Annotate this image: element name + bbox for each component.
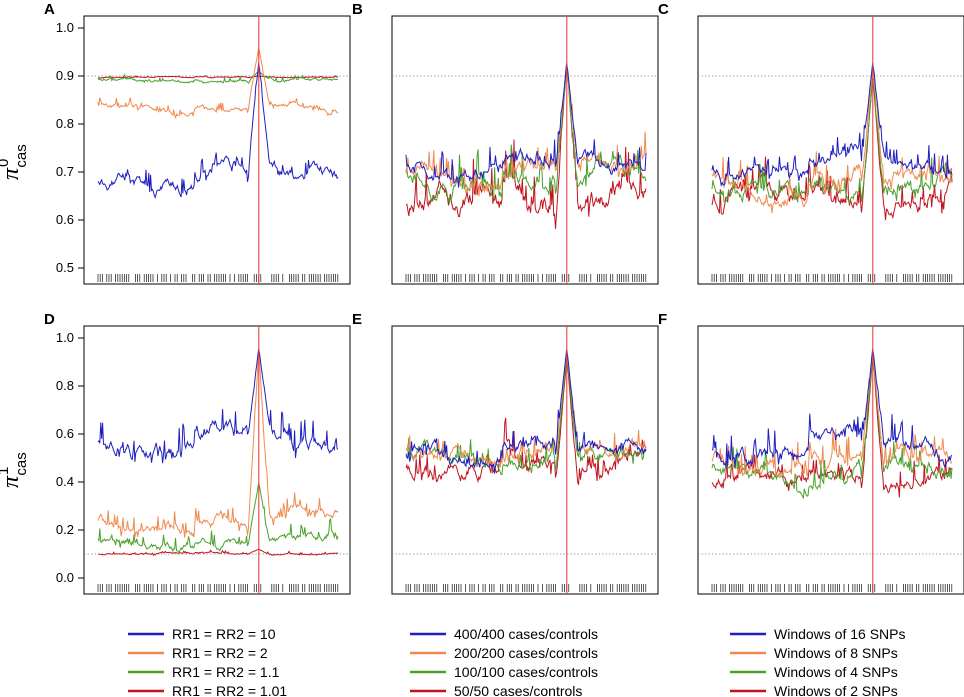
legend-label: 200/200 cases/controls	[454, 645, 598, 661]
series-line	[405, 359, 647, 485]
snp-rug	[405, 274, 647, 282]
legend-2: 400/400 cases/controls 200/200 cases/cont…	[410, 626, 598, 697]
legend-label: 50/50 cases/controls	[454, 683, 582, 697]
snp-rug	[711, 584, 953, 592]
panel-frame	[697, 325, 964, 595]
snp-rug	[711, 274, 953, 282]
legend-label: RR1 = RR2 = 2	[172, 645, 268, 661]
panel-frame	[83, 15, 351, 285]
panel-letter: D	[44, 311, 55, 328]
legend-1: RR1 = RR2 = 10 RR1 = RR2 = 2 RR1 = RR2 = 1…	[128, 626, 287, 697]
series-line	[97, 48, 339, 119]
legend-label: 400/400 cases/controls	[454, 626, 598, 642]
panel-frame	[391, 325, 659, 595]
y-tick-label: 1.0	[56, 20, 74, 35]
legend-label: RR1 = RR2 = 1.01	[172, 683, 287, 697]
y-tick-label: 0.0	[56, 570, 74, 585]
y-tick-label: 0.2	[56, 522, 74, 537]
series-line	[405, 351, 647, 468]
y-tick-label: 0.5	[56, 260, 74, 275]
series-line	[97, 352, 339, 538]
panel-frame	[391, 15, 659, 285]
series-line	[97, 63, 339, 199]
legend-label: RR1 = RR2 = 1.1	[172, 664, 280, 680]
series-line	[97, 348, 339, 464]
y-tick-label: 0.9	[56, 68, 74, 83]
panel-B: B	[352, 1, 659, 285]
panel-letter: A	[44, 1, 55, 18]
series-line	[711, 351, 953, 479]
panel-F: F	[658, 311, 964, 595]
legend-label: Windows of 4 SNPs	[774, 664, 898, 680]
legend-label: RR1 = RR2 = 10	[172, 626, 276, 642]
panel-frame	[83, 325, 351, 595]
series-line	[405, 68, 647, 204]
y-tick-label: 0.4	[56, 474, 74, 489]
series-line	[97, 74, 339, 79]
y-axis-label-bottom: π1cas	[0, 452, 30, 488]
snp-rug	[97, 584, 339, 592]
legend-label: Windows of 8 SNPs	[774, 645, 898, 661]
y-tick-label: 0.8	[56, 116, 74, 131]
legend-label: 100/100 cases/controls	[454, 664, 598, 680]
y-tick-label: 0.8	[56, 378, 74, 393]
series-line	[97, 70, 339, 85]
panel-letter: B	[352, 1, 363, 18]
panel-letter: F	[658, 311, 667, 328]
panel-D: D 0.0 0.2 0.4 0.6 0.8 1.0	[44, 311, 351, 595]
series-line	[711, 354, 953, 499]
panel-E: E	[352, 311, 659, 595]
panel-letter: E	[352, 311, 362, 328]
series-line	[711, 349, 953, 468]
panel-letter: C	[658, 1, 669, 18]
panel-A: A 0.5 0.6 0.7 0.8 0.9 1.0	[44, 1, 351, 285]
panel-C: C	[658, 1, 964, 285]
y-tick-label: 0.6	[56, 426, 74, 441]
panel-frame	[697, 15, 964, 285]
legend-3: Windows of 16 SNPs Windows of 8 SNPs Windo…	[730, 626, 906, 697]
snp-rug	[97, 274, 339, 282]
series-line	[97, 548, 339, 557]
y-tick-label: 0.7	[56, 164, 74, 179]
y-tick-label: 0.6	[56, 212, 74, 227]
series-line	[405, 63, 647, 188]
snp-rug	[405, 584, 647, 592]
y-axis-label-top: π0cas	[0, 144, 30, 180]
legend-label: Windows of 2 SNPs	[774, 683, 898, 697]
y-tick-label: 1.0	[56, 330, 74, 345]
series-line	[711, 78, 953, 221]
series-line	[711, 68, 953, 214]
series-line	[711, 63, 953, 187]
series-line	[405, 63, 647, 229]
series-line	[97, 482, 339, 553]
series-line	[405, 349, 647, 474]
series-line	[711, 78, 953, 205]
legend-label: Windows of 16 SNPs	[774, 626, 906, 642]
